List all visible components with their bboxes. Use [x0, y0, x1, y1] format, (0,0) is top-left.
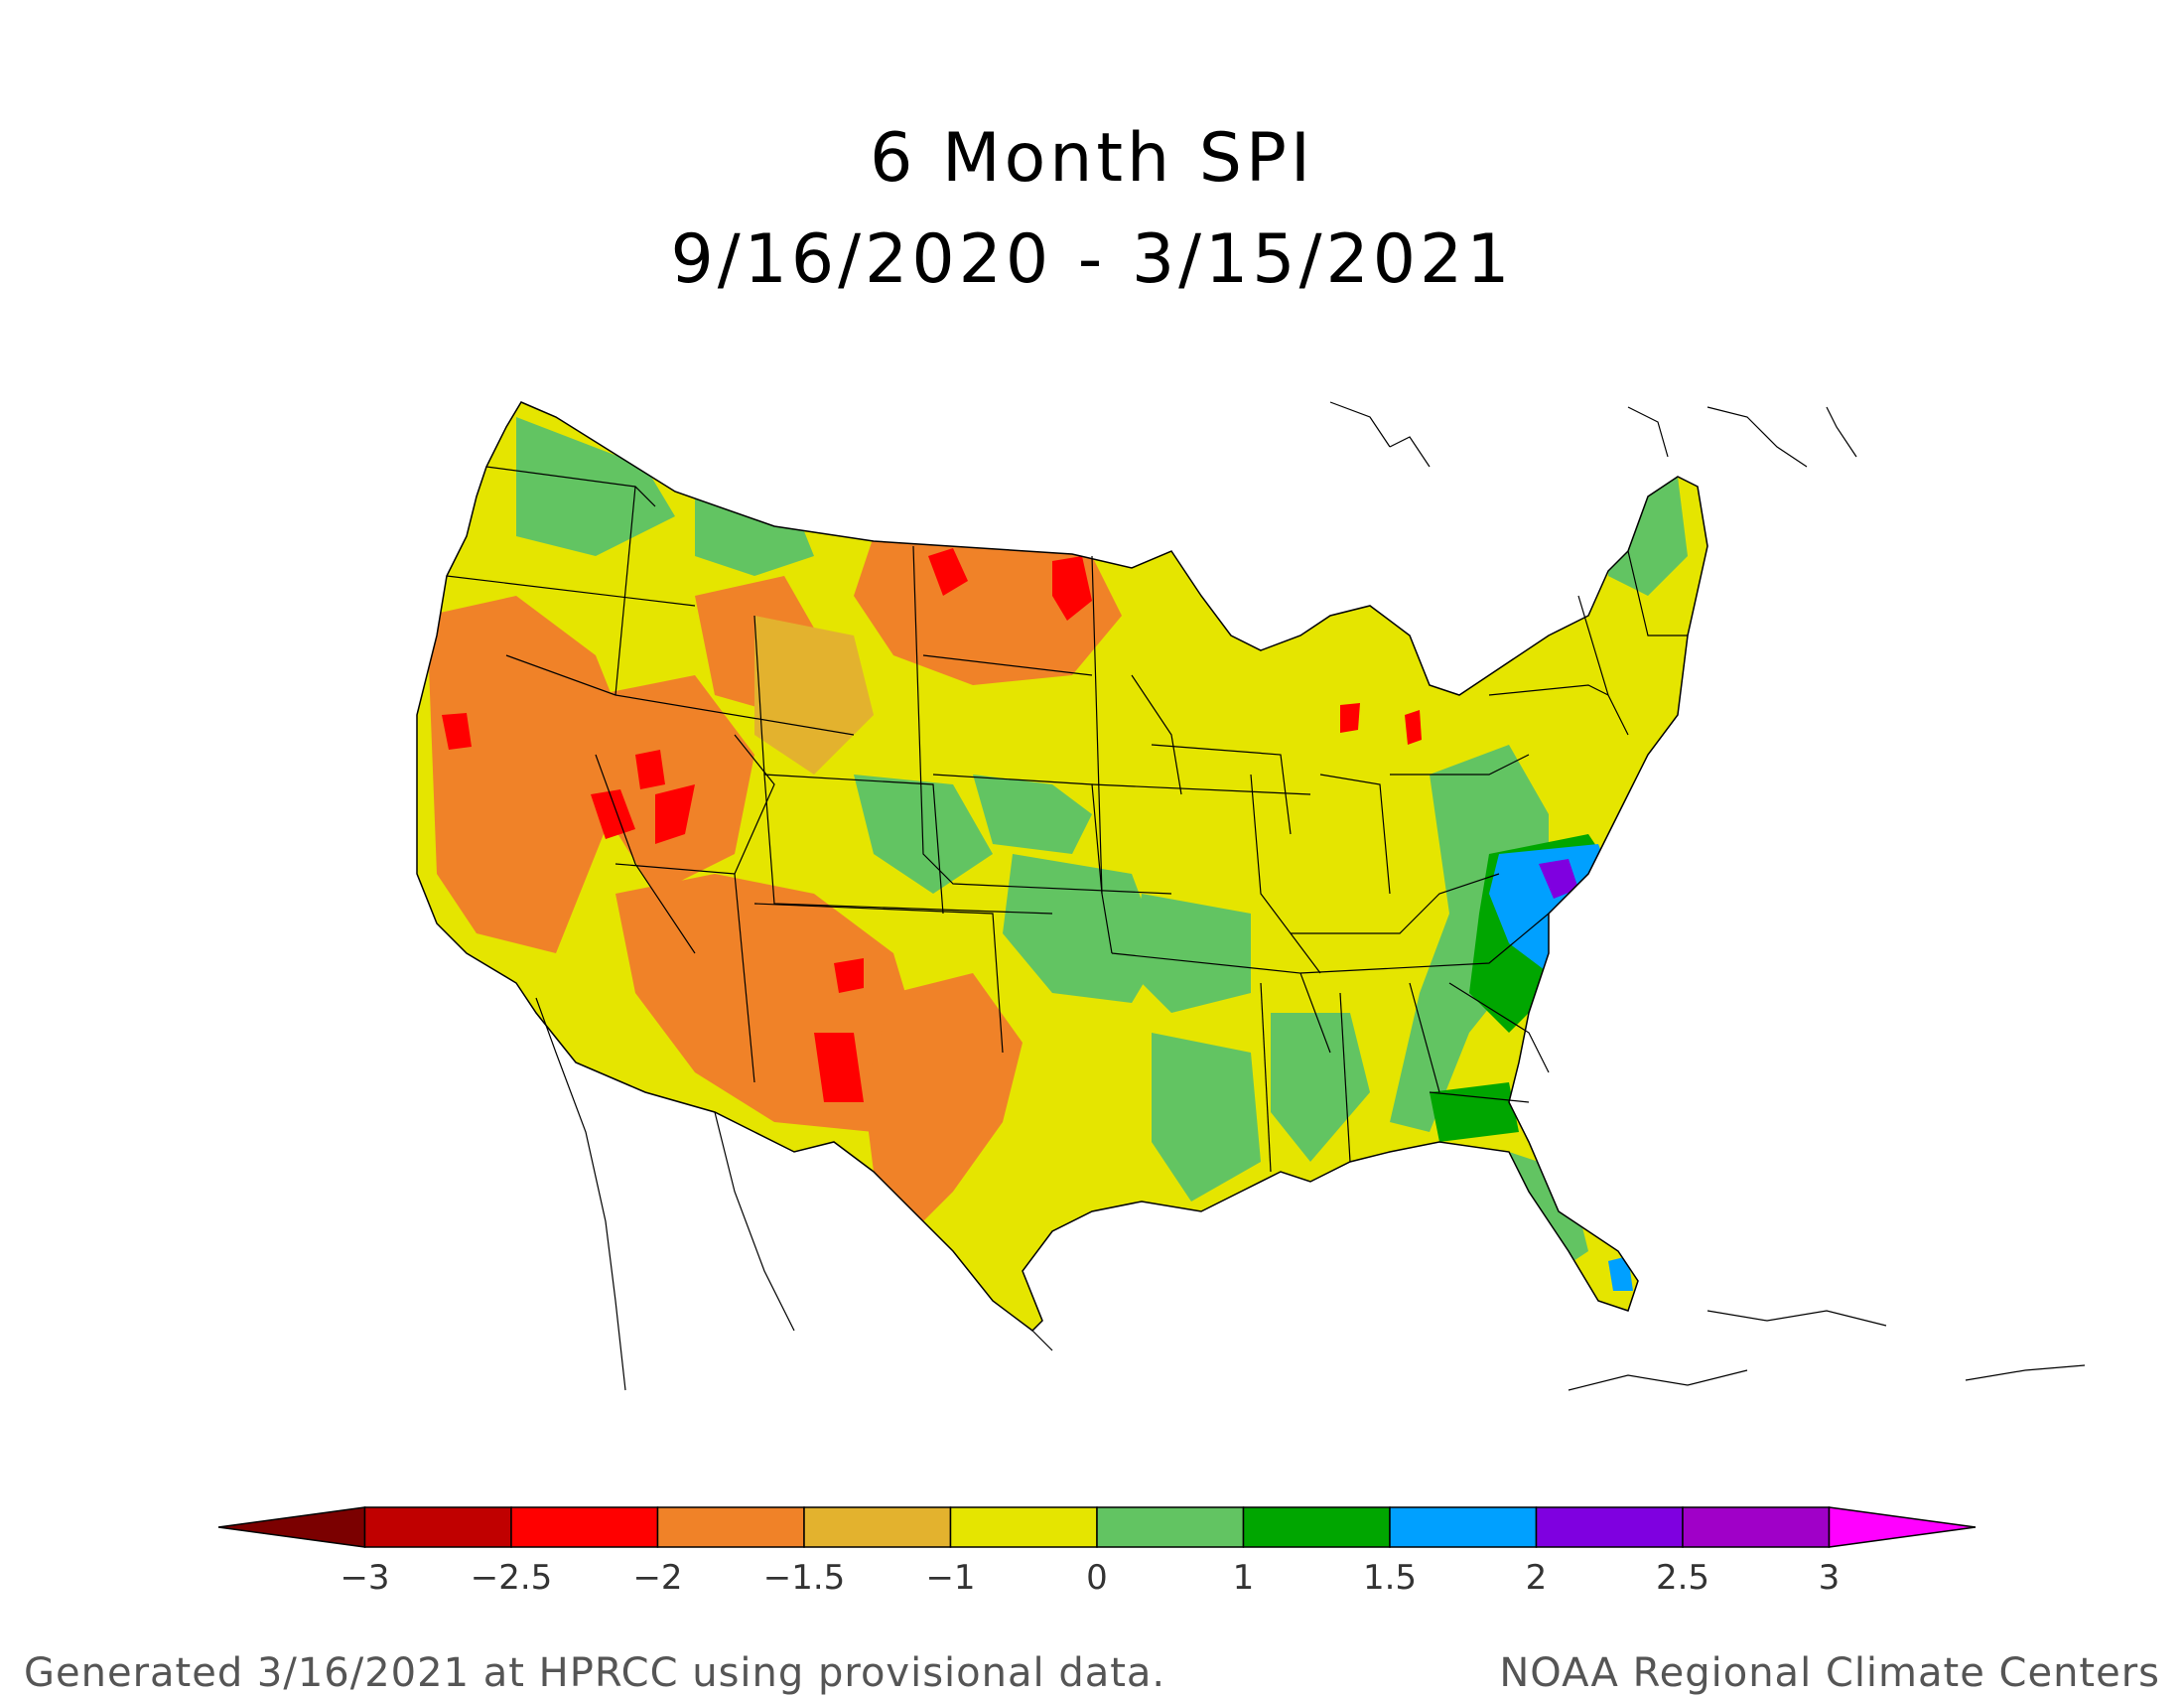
legend-tick-labels: −3 −2.5 −2 −1.5 −1 0 1 1.5 2 2.5 3	[340, 1558, 1840, 1598]
footer-credit: NOAA Regional Climate Centers	[1499, 1650, 2160, 1696]
legend-tick-label: −2	[632, 1558, 682, 1598]
legend-arrow-high	[1828, 1506, 1977, 1548]
legend-tick-label: 1	[1233, 1558, 1255, 1598]
legend-tick-label: −2.5	[471, 1558, 553, 1598]
legend-arrow-low	[217, 1506, 366, 1548]
legend-tick-label: 2	[1526, 1558, 1548, 1598]
legend-swatch	[1389, 1506, 1538, 1548]
state-borders	[446, 466, 1688, 1173]
footer-generated-note: Generated 3/16/2021 at HPRCC using provi…	[24, 1650, 1166, 1696]
legend-swatch	[1096, 1506, 1245, 1548]
legend-tick-label: 2.5	[1656, 1558, 1709, 1598]
legend-tick-label: −1	[925, 1558, 975, 1598]
legend-swatch	[1682, 1506, 1831, 1548]
legend-swatch	[1535, 1506, 1684, 1548]
legend-tick-label: −1.5	[763, 1558, 846, 1598]
legend-swatch	[656, 1506, 805, 1548]
legend-swatch	[363, 1506, 512, 1548]
legend-tick-label: 0	[1086, 1558, 1108, 1598]
us-outline	[416, 401, 1708, 1332]
legend-bar	[217, 1506, 1977, 1548]
legend-swatch	[949, 1506, 1098, 1548]
legend-tick-label: 3	[1819, 1558, 1841, 1598]
legend-swatch	[510, 1506, 659, 1548]
neighbor-coastlines	[535, 401, 2086, 1391]
map-date-range: 9/16/2020 - 3/15/2021	[670, 220, 1514, 299]
legend-swatch	[803, 1506, 952, 1548]
legend-swatch	[1242, 1506, 1391, 1548]
map-title: 6 Month SPI	[870, 119, 1314, 198]
legend-tick-label: −3	[340, 1558, 389, 1598]
legend-tick-label: 1.5	[1363, 1558, 1417, 1598]
